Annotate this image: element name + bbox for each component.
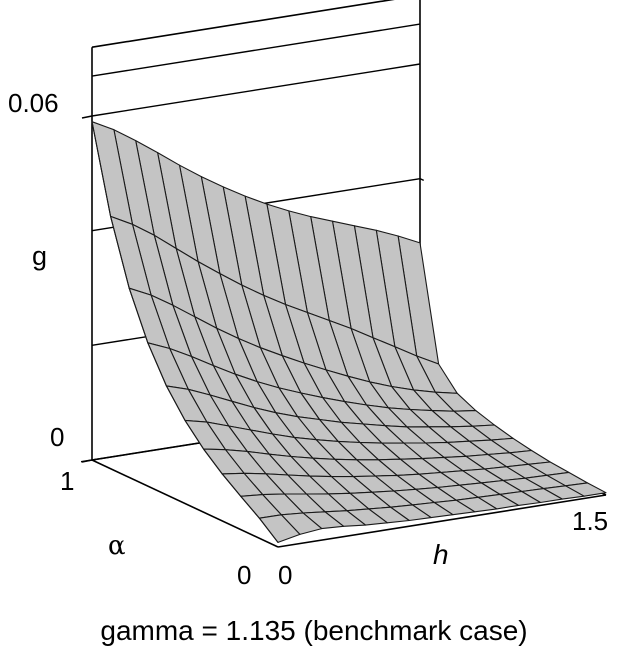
surface-facet	[184, 419, 205, 450]
gridline	[91, 23, 421, 77]
surface-facet	[258, 517, 279, 543]
g-tick-mark	[81, 115, 93, 119]
g-tick-mark	[81, 459, 93, 463]
h-tick-min: 0	[278, 560, 292, 590]
surface-facet	[110, 215, 130, 289]
surface-facet	[147, 342, 167, 387]
surface-facet	[91, 121, 112, 217]
surface-facet	[221, 473, 242, 497]
surface-facet	[203, 448, 223, 475]
g-axis-label: g	[32, 241, 47, 271]
surface-facet	[128, 287, 149, 344]
g-tick-min: 0	[50, 422, 64, 452]
axis-labels: 0.06 0 g 1 0 α 0 1.5 h gamma = 1.135 (be…	[8, 88, 608, 646]
box-edge	[277, 494, 607, 548]
h-axis-label: h	[433, 539, 449, 570]
chart-title: gamma = 1.135 (benchmark case)	[100, 615, 527, 646]
gridline	[91, 63, 421, 117]
box-edge	[91, 0, 395, 48]
surface-facet	[240, 495, 260, 519]
gridline	[419, 178, 425, 182]
alpha-axis-label: α	[108, 531, 126, 561]
alpha-tick-min: 0	[237, 560, 251, 590]
g-tick-max: 0.06	[8, 88, 59, 118]
h-tick-max: 1.5	[572, 506, 608, 536]
surface-facet	[165, 385, 186, 421]
surface-mesh	[91, 121, 607, 543]
alpha-tick-max: 1	[60, 466, 74, 496]
box-edge	[91, 459, 279, 548]
